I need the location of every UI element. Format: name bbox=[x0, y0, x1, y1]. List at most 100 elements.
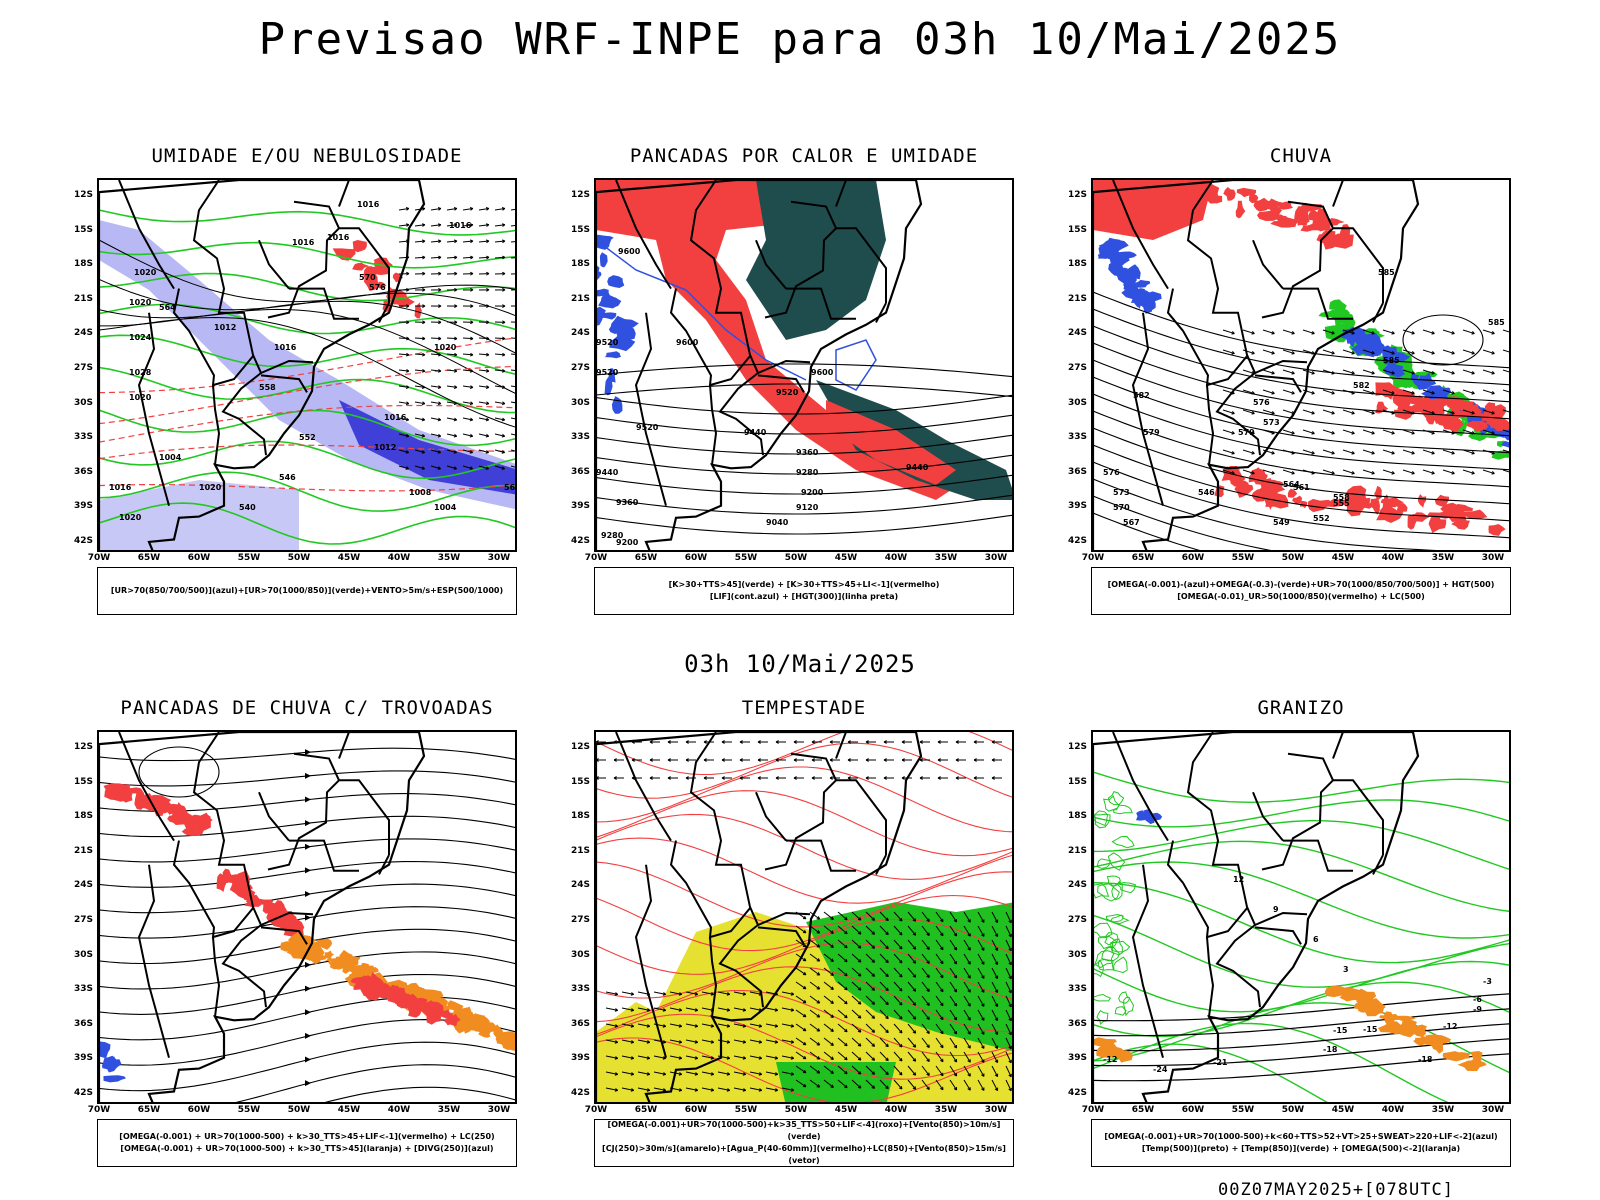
thunder-red-patch bbox=[103, 783, 130, 802]
wind-vector bbox=[1242, 449, 1255, 455]
wind-vector-head bbox=[802, 943, 807, 948]
wind-vector bbox=[414, 353, 426, 356]
omega-orange-patch bbox=[1456, 1052, 1471, 1060]
lat-tick-label: 18S bbox=[1067, 811, 1087, 822]
wind-vector-head bbox=[1431, 331, 1435, 335]
wind-vector-head bbox=[937, 758, 941, 762]
wind-vector bbox=[637, 1087, 650, 1091]
wind-vector bbox=[1342, 429, 1355, 435]
wind-vector-head bbox=[967, 919, 971, 923]
thickness-contour bbox=[99, 484, 515, 492]
wind-vector bbox=[446, 224, 457, 227]
wind-vector-head bbox=[1008, 947, 1012, 952]
lon-tick-label: 50W bbox=[1281, 1105, 1305, 1115]
streamline-arrow bbox=[305, 843, 311, 850]
wind-vector bbox=[865, 995, 875, 1005]
map-svg: 9600952095209600952095209600944093609280… bbox=[596, 180, 1012, 550]
contour-label: -24 bbox=[1153, 1065, 1168, 1074]
temp850-small-contour bbox=[1113, 956, 1128, 974]
wind-vector bbox=[991, 1037, 998, 1049]
temp850-contour bbox=[1093, 771, 1509, 804]
wind-vector-head bbox=[940, 1058, 944, 1063]
wind-vector bbox=[733, 1007, 746, 1011]
wind-vector-head bbox=[816, 916, 821, 920]
legend-line: [UR>70(850/700/500)](azul)+[UR>70(1000/8… bbox=[110, 586, 504, 595]
political-border bbox=[192, 732, 267, 1008]
wind-vector-head bbox=[1431, 451, 1435, 455]
wind-vector-head bbox=[485, 450, 490, 454]
thunder-red-patch bbox=[244, 899, 268, 907]
wind-vector-head bbox=[816, 972, 821, 976]
wind-vector-head bbox=[871, 945, 876, 949]
contour-label: 9520 bbox=[636, 423, 659, 432]
wind-vector bbox=[893, 925, 903, 936]
wind-vector-head bbox=[940, 932, 944, 937]
wind-vector bbox=[1462, 349, 1475, 355]
lon-tick-label: 60W bbox=[187, 553, 211, 563]
wind-vector bbox=[837, 925, 848, 935]
temp850-small-contour bbox=[1111, 835, 1135, 849]
political-border bbox=[1254, 911, 1308, 926]
contour-label: -18 bbox=[1418, 1055, 1433, 1064]
contour-label: 1020 bbox=[134, 268, 157, 277]
lon-tick-label: 30W bbox=[487, 553, 511, 563]
wind-vector bbox=[809, 1037, 820, 1046]
wind-vector bbox=[977, 953, 985, 965]
wind-vector bbox=[462, 449, 473, 453]
wind-vector bbox=[653, 1007, 666, 1011]
wind-vector-head bbox=[667, 758, 671, 762]
wind-vector bbox=[781, 1023, 794, 1027]
wind-vector bbox=[935, 1037, 944, 1049]
wind-vector-head bbox=[1431, 471, 1435, 475]
wind-vector bbox=[669, 1023, 682, 1027]
wind-vector bbox=[733, 1039, 746, 1043]
temp850-small-contour bbox=[1093, 810, 1109, 827]
contour-label: 564 bbox=[1283, 480, 1300, 489]
wind-vector-head bbox=[829, 740, 833, 744]
thickness-contour bbox=[99, 337, 515, 394]
lat-tick-label: 33S bbox=[570, 432, 590, 443]
wind-vector-head bbox=[790, 1056, 795, 1060]
wind-vector-head bbox=[502, 320, 506, 325]
wind-vector-head bbox=[646, 1056, 651, 1060]
wind-vector-head bbox=[1451, 431, 1455, 435]
wind-vector-head bbox=[885, 1001, 889, 1006]
wind-vector-head bbox=[485, 385, 490, 389]
wind-vector-head bbox=[793, 776, 797, 780]
contour-label: 9520 bbox=[596, 368, 619, 377]
contour-label: 576 bbox=[369, 283, 386, 292]
wind-vector bbox=[795, 939, 807, 948]
temp500-contour bbox=[1093, 1038, 1509, 1067]
wind-vector-head bbox=[485, 239, 490, 244]
wind-vector bbox=[935, 925, 944, 937]
omega-orange-patch bbox=[1356, 998, 1386, 1017]
heat-storm-red-south bbox=[826, 400, 956, 485]
wind-vector bbox=[1242, 469, 1255, 475]
wind-vector bbox=[865, 925, 875, 935]
wind-vector bbox=[851, 995, 862, 1005]
wind-vector-head bbox=[883, 740, 887, 744]
political-border bbox=[786, 287, 856, 320]
wind-vector-head bbox=[710, 1072, 715, 1076]
humidity-contour bbox=[99, 440, 515, 480]
wind-vector bbox=[398, 337, 410, 340]
wind-vector bbox=[991, 939, 998, 951]
wind-vector-head bbox=[802, 985, 807, 990]
wind-vector bbox=[921, 981, 930, 992]
wind-vector-head bbox=[981, 1003, 985, 1007]
contour-label: -18 bbox=[1323, 1045, 1338, 1054]
wind-vector-head bbox=[470, 336, 474, 341]
wind-vector-head bbox=[646, 1072, 651, 1076]
wind-vector-head bbox=[406, 320, 410, 325]
wind-vector bbox=[865, 967, 875, 977]
lat-tick-label: 12S bbox=[570, 190, 590, 200]
wind-vector-head bbox=[422, 271, 426, 276]
wind-vector bbox=[398, 224, 409, 227]
wind-vector bbox=[510, 369, 515, 371]
wind-vector bbox=[1242, 369, 1255, 375]
lon-tick-label: 60W bbox=[1181, 1105, 1205, 1115]
temp500-contour bbox=[1093, 1053, 1509, 1082]
political-border bbox=[137, 312, 170, 506]
hgt300-contour bbox=[596, 414, 1012, 435]
wind-vector bbox=[795, 1009, 807, 1018]
